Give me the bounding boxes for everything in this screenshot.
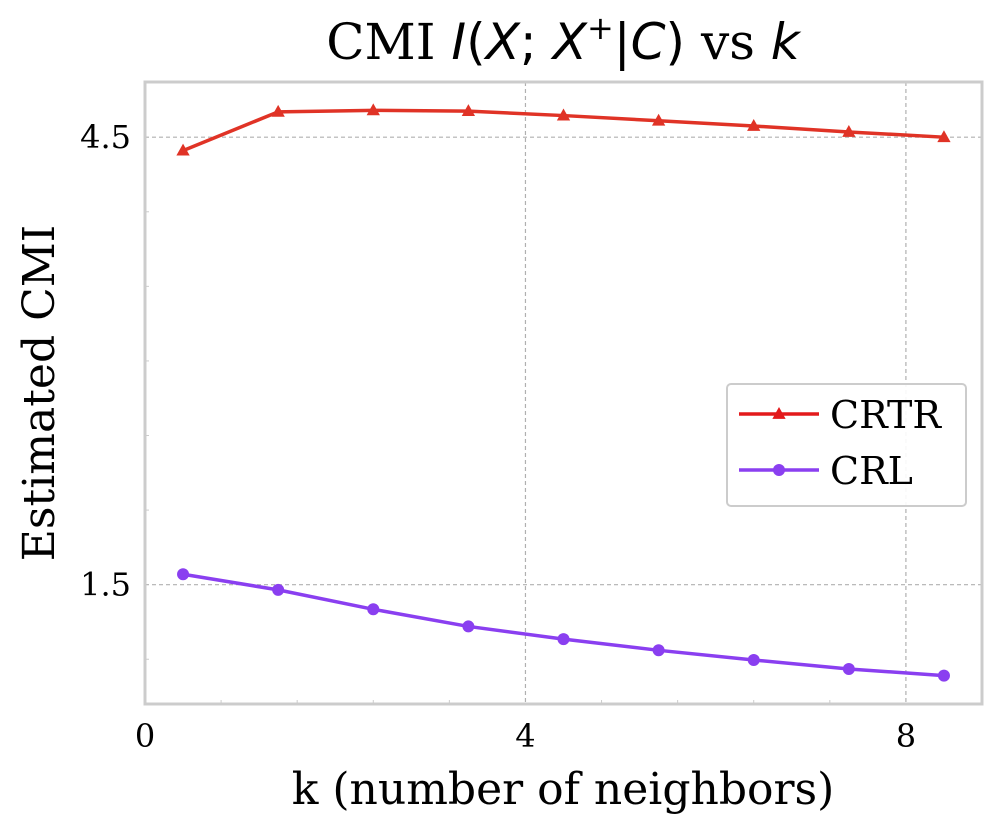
- data-point-crl: [462, 620, 475, 633]
- data-point-crtr: [651, 113, 666, 126]
- y-tick-label: 1.5: [80, 566, 131, 604]
- data-point-crl: [842, 662, 855, 675]
- x-tick-label: 4: [515, 717, 535, 755]
- data-point-crl: [652, 644, 665, 657]
- x-tick-label: 0: [135, 717, 155, 755]
- legend: CRTR CRL: [726, 383, 967, 507]
- data-point-crl: [747, 653, 760, 666]
- x-tick-label: 8: [896, 717, 916, 755]
- series-crtr: [176, 103, 951, 156]
- data-point-crtr: [271, 104, 285, 117]
- data-point-crl: [937, 669, 950, 682]
- legend-label-crtr: CRTR: [830, 393, 942, 437]
- data-point-crl: [177, 568, 190, 581]
- data-point-crl: [272, 583, 285, 596]
- legend-marker-crtr: [772, 407, 786, 419]
- series-group: [176, 103, 951, 682]
- y-axis-label: Estimated CMI: [14, 225, 65, 561]
- chart-title: CMI I(X; X+|C) vs k: [326, 9, 801, 71]
- plot-frame: [143, 80, 984, 706]
- x-axis-label: k (number of neighbors): [292, 764, 835, 815]
- data-point-crtr: [176, 143, 190, 156]
- legend-marker-crl: [773, 464, 785, 476]
- series-line-crl: [182, 572, 945, 678]
- data-point-crtr: [937, 130, 951, 143]
- data-point-crtr: [366, 103, 380, 116]
- data-point-crtr: [842, 124, 856, 137]
- tick-labels: 0 4 8 1.5 4.5: [80, 118, 916, 755]
- legend-label-crl: CRL: [830, 449, 913, 493]
- data-point-crtr: [461, 104, 476, 116]
- data-point-crtr: [556, 108, 571, 121]
- data-point-crtr: [747, 119, 761, 131]
- y-tick-label: 4.5: [80, 118, 131, 156]
- data-point-crl: [557, 633, 570, 646]
- data-point-crl: [367, 603, 380, 616]
- series-crl: [177, 568, 950, 682]
